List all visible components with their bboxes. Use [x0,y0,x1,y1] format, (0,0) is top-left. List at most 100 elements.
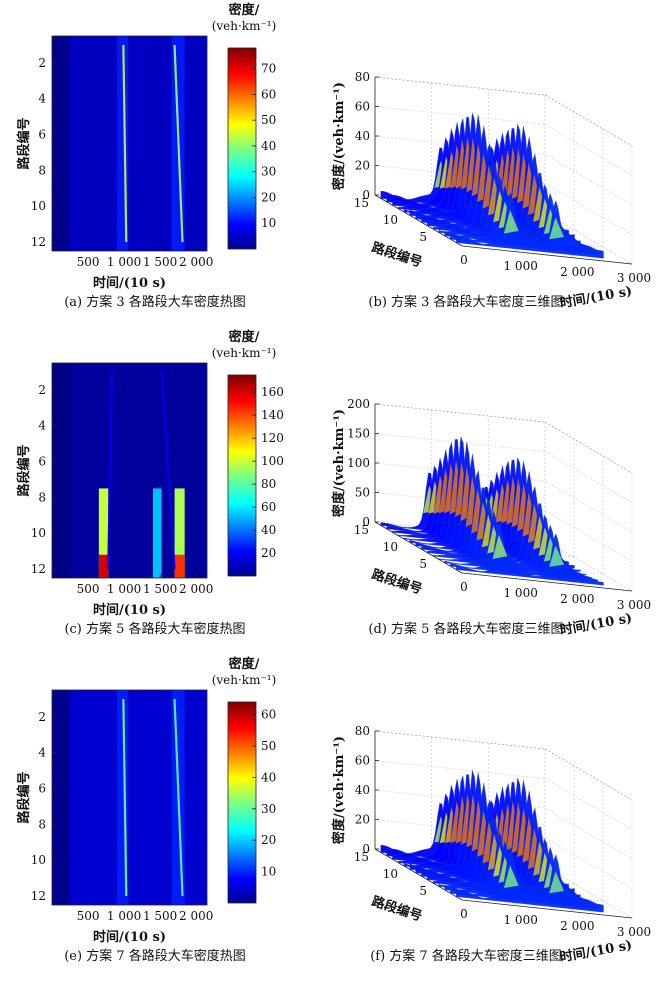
y-tick-label: 8 [38,163,46,177]
plot-frame [51,35,208,252]
z-tick-label: 80 [355,70,370,84]
z-tick-label: 0 [362,188,370,202]
surface-strip [456,521,604,586]
colorbar-tick-label: 40 [261,770,276,784]
segment-axis-label: 路段编号 [370,239,424,270]
heatmap-streak [160,371,176,570]
colorbar-title: 密度/ [228,656,260,672]
surface-peak [549,871,564,894]
time-tick-label: 3 000 [617,271,651,285]
colorbar-tick-label: 20 [261,190,276,204]
surface-peak [492,534,508,559]
y-tick-label: 2 [38,56,46,70]
box-edge [544,94,633,147]
surface-peak [503,865,519,888]
segment-axis-label: 路段编号 [370,566,424,597]
x-tick-label: 2 000 [179,582,213,596]
figure-caption: (a) 方案 3 各路段大车密度热图 [64,294,246,310]
grid-line [374,433,546,452]
time-tick-label: 0 [460,580,468,594]
y-tick-label: 4 [38,92,46,106]
figure-caption: (b) 方案 3 各路段大车密度三维图 [368,294,563,310]
heatmap-streak [173,698,184,897]
y-tick-label: 6 [38,455,46,469]
y-tick-label: 2 [38,710,46,724]
colorbar-tick-label: 40 [261,523,276,537]
x-tick-label: 1 500 [143,255,177,269]
colorbar-tick-label: 50 [261,739,276,753]
time-axis-label: 时间/(10 s) [559,937,634,965]
y-tick-label: 8 [38,817,46,831]
heatmap-hot-cell [98,554,109,578]
segment-tick-label: 15 [354,850,369,864]
segment-axis-label: 路段编号 [370,893,424,924]
box-edge [544,748,633,801]
colorbar [227,701,257,904]
colorbar-tick-label: 10 [261,865,276,879]
y-tick-label: 8 [38,490,46,504]
heatmap-streak [122,44,128,243]
segment-tick-label: 5 [419,557,427,571]
time-tick-label: 2 000 [560,592,594,606]
x-tick-label: 500 [77,909,100,923]
heatmap-block [174,488,185,578]
segment-tick-label: 10 [383,540,398,554]
x-axis-label: 时间/(10 s) [93,929,166,945]
colorbar-unit: (veh·km⁻¹) [212,346,277,360]
heatmap-cell [52,36,71,251]
grid-line [544,837,633,889]
colorbar-tick-label: 60 [261,708,276,722]
time-tick-label: 2 000 [560,919,594,933]
x-tick-label: 500 [77,582,100,596]
heatmap-streak [122,698,128,897]
grid-line [374,760,546,779]
colorbar-tick-label: 20 [261,546,276,560]
heatmap-cell [52,363,71,578]
time-axis-label: 时间/(10 s) [559,610,634,638]
colorbar-tick-label: 70 [261,62,276,76]
y-tick-label: 6 [38,128,46,142]
figure-caption: (e) 方案 7 各路段大车密度热图 [64,948,246,964]
z-tick-label: 0 [362,515,370,529]
grid-line [544,778,633,830]
segment-axis [374,521,463,574]
grid-line [544,510,633,562]
z-tick-label: 50 [355,486,370,500]
surface-strip [456,192,604,259]
surface-peak [549,545,564,567]
x-axis-label: 时间/(10 s) [93,275,166,291]
z-tick-label: 100 [347,456,370,470]
time-tick-label: 3 000 [617,925,651,939]
heatmap-panel-1: 2 4 6 8 10 12 500 1 000 1 500 2 000 时间/(10 s) 路段编号 1… [16,2,276,310]
x-tick-label: 1 000 [107,255,141,269]
time-tick-label: 3 000 [617,598,651,612]
colorbar-title: 密度/ [228,2,260,18]
time-tick-label: 2 000 [560,265,594,279]
colorbar-tick-label: 30 [261,802,276,816]
y-axis-label: 路段编号 [16,444,32,496]
box-edge [374,76,546,96]
colorbar-tick-label: 60 [261,500,276,514]
colorbar-tick-label: 160 [261,385,284,399]
z-tick-label: 0 [362,842,370,856]
x-tick-label: 1 000 [107,909,141,923]
x-axis-label: 时间/(10 s) [93,602,166,618]
y-tick-label: 12 [31,235,46,249]
surface-strip [456,848,604,913]
heatmap-block [152,488,162,578]
z-tick-label: 20 [355,813,370,827]
grid-line [544,124,633,176]
time-tick-label: 1 000 [503,259,537,273]
grid-line [544,153,633,206]
heatmap-streak [107,371,113,570]
y-tick-label: 6 [38,782,46,796]
colorbar-tick-label: 80 [261,477,276,491]
heatmap-block [98,488,109,578]
colorbar [227,47,257,250]
colorbar-tick-label: 50 [261,113,276,127]
colorbar-unit: (veh·km⁻¹) [212,673,277,687]
plot-frame [51,689,208,906]
segment-axis [374,848,463,901]
colorbar [227,374,257,577]
surface-peak [549,217,564,240]
